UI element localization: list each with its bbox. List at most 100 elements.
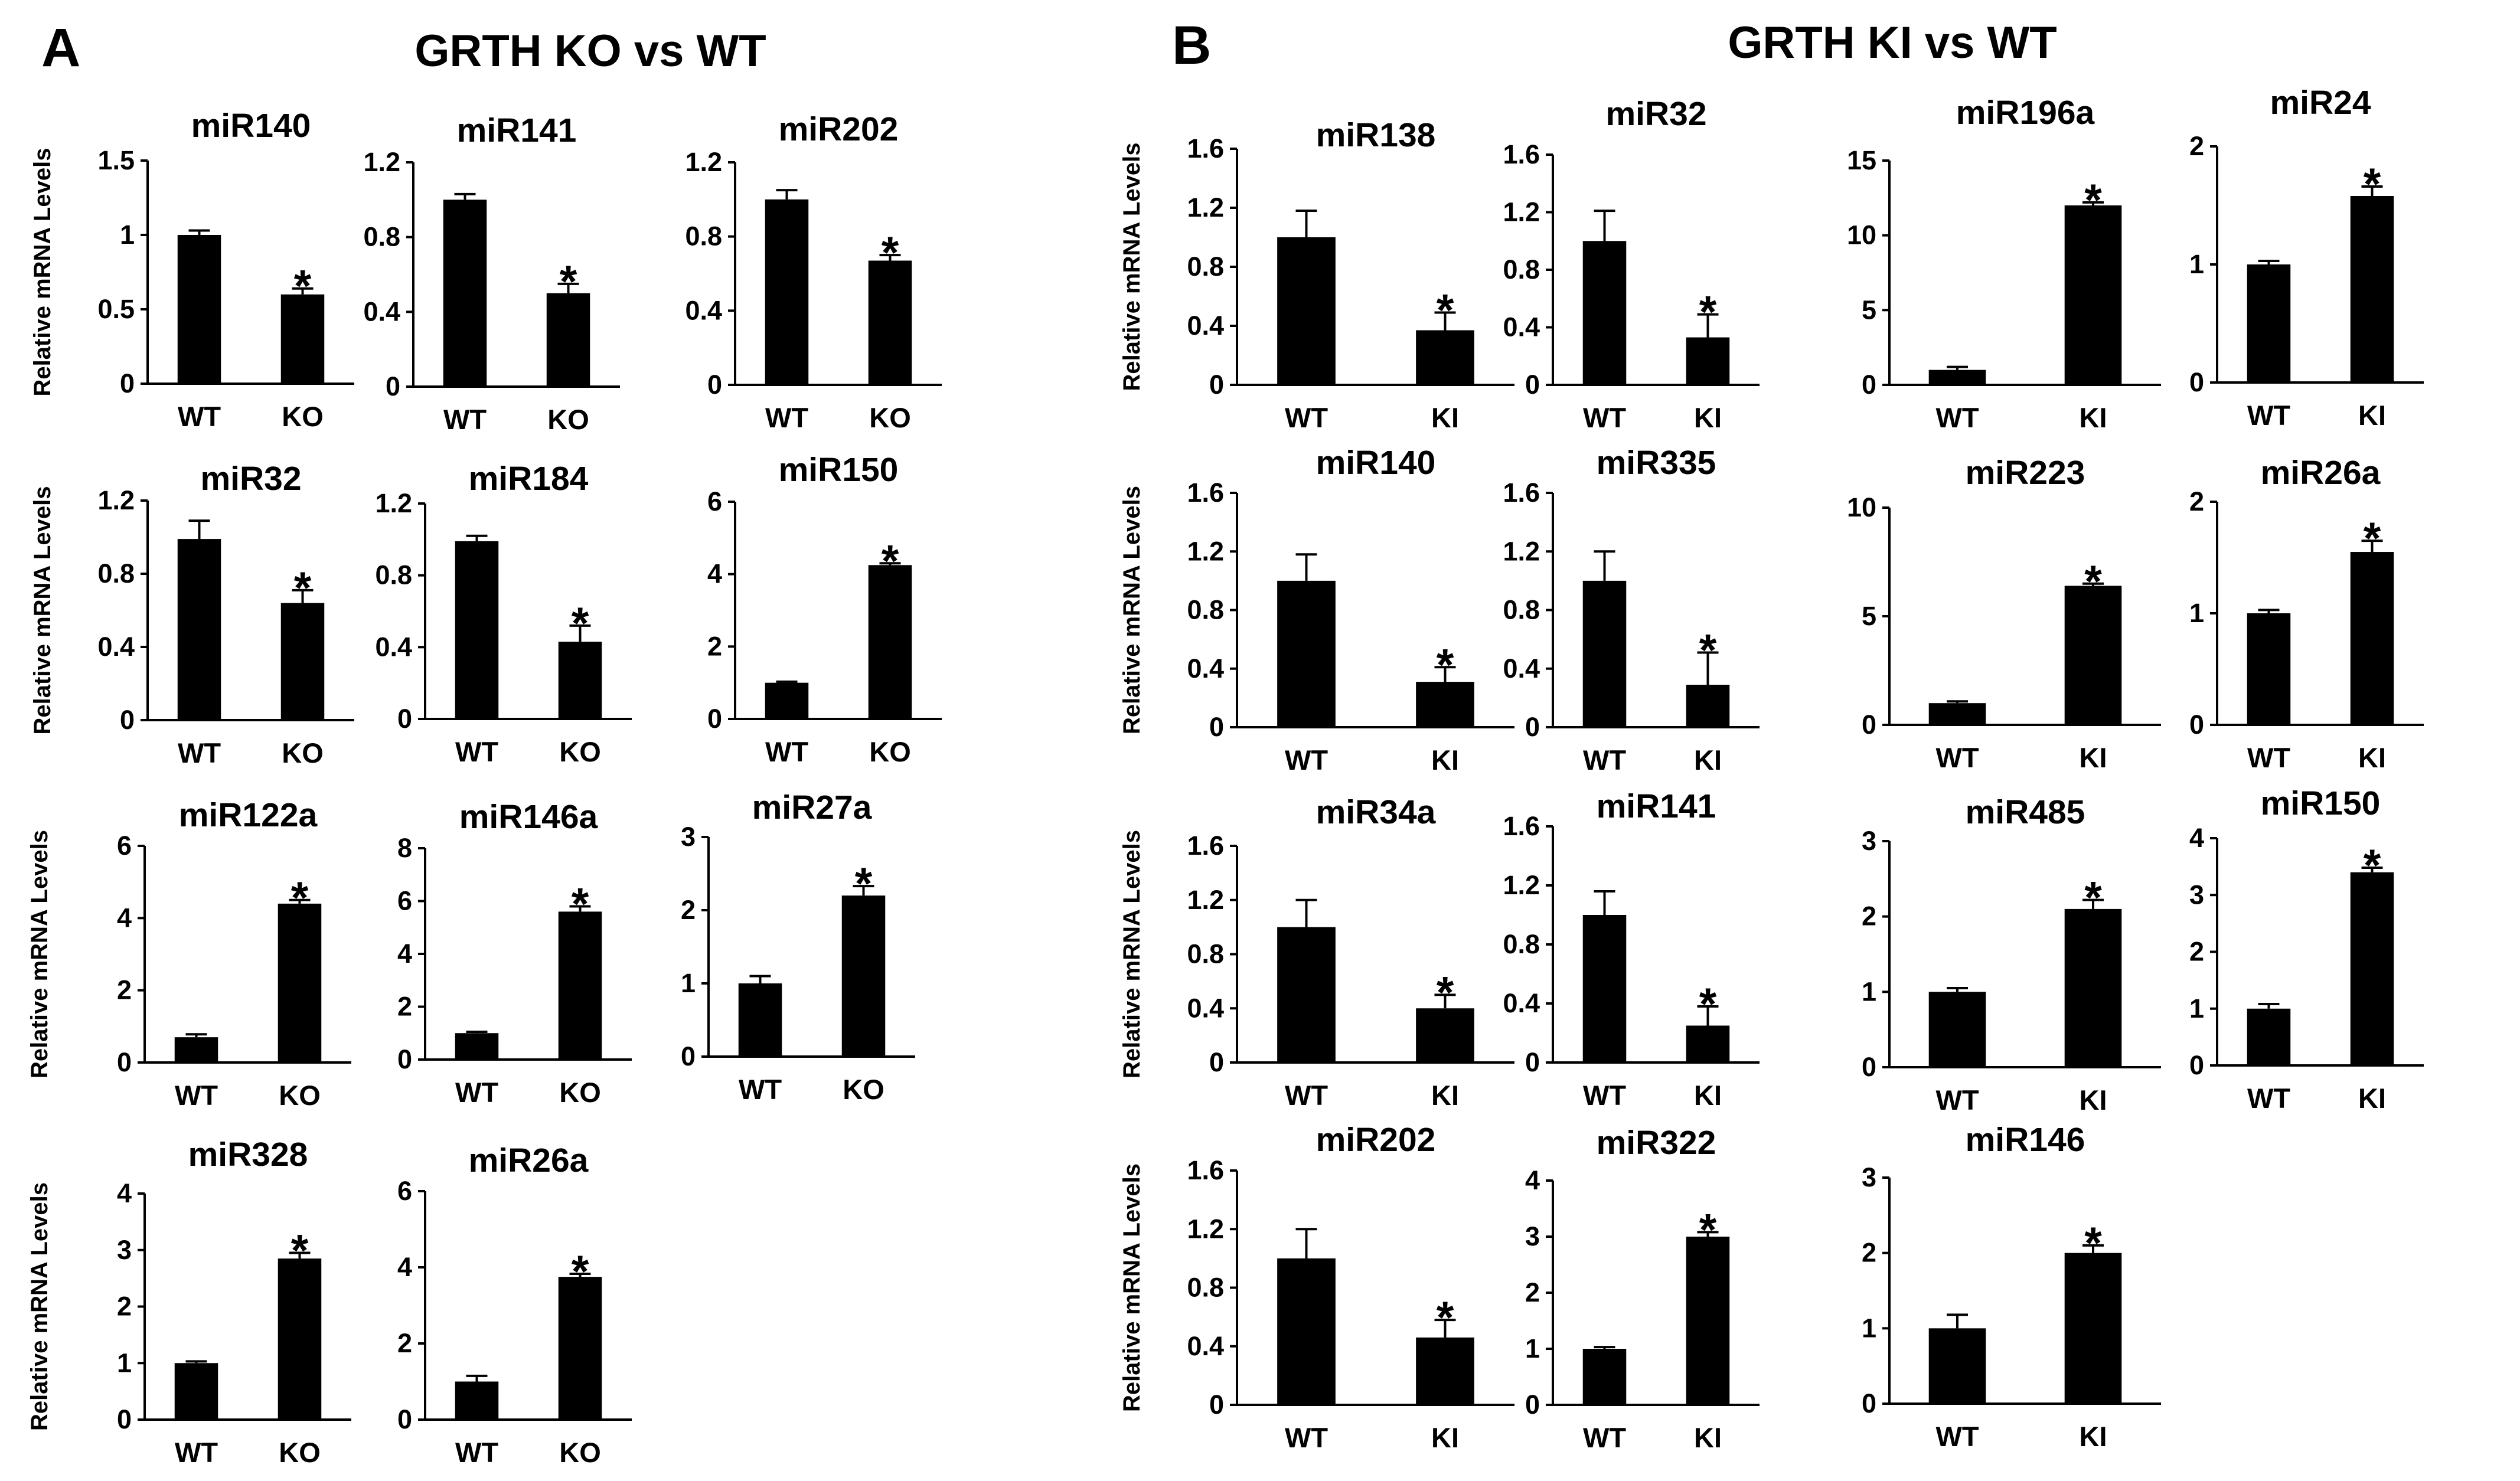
y-tick-label: 10 (1847, 220, 1876, 250)
y-tick-label: 1 (2189, 598, 2204, 628)
chart-b-mir34a: miR34a 0 0.4 0.8 1.2 1.6 Relative mRNA Levels W… (1119, 793, 1514, 1111)
significance-star: * (572, 599, 589, 649)
x-category-label: WT (2247, 400, 2290, 431)
y-tick-label: 1 (120, 220, 135, 250)
chart-a-mir150: miR150 0 2 4 6 WT * KO (707, 451, 942, 767)
y-tick-label: 2 (397, 1328, 412, 1358)
y-tick-label: 1 (117, 1348, 132, 1378)
panel-a-title: GRTH KO vs WT (414, 26, 766, 76)
x-category-label: KI (1694, 744, 1722, 776)
chart-title: miR322 (1597, 1124, 1716, 1162)
x-category-label: WT (1583, 1422, 1626, 1453)
x-category-label: WT (1935, 402, 1979, 433)
x-category-label: WT (175, 1437, 218, 1468)
bar-ko (278, 1258, 322, 1420)
y-tick-label: 0.4 (1187, 1331, 1224, 1361)
y-tick-label: 6 (397, 886, 412, 916)
bar-ki (2064, 205, 2122, 385)
y-tick-label: 0 (1862, 370, 1876, 400)
bar-wt (1928, 1328, 1986, 1404)
x-category-label: WT (455, 1437, 498, 1468)
bar-wt (177, 235, 221, 384)
bar-wt (1277, 1258, 1336, 1405)
x-category-label: KI (1431, 744, 1459, 776)
significance-star: * (1699, 625, 1717, 675)
significance-star: * (294, 563, 312, 613)
x-category-label: WT (455, 736, 498, 767)
significance-star: * (855, 859, 873, 909)
y-tick-label: 1.2 (1503, 536, 1540, 566)
chart-b-mir223: miR223 0 5 10 WT * KI (1847, 454, 2161, 773)
y-tick-label: 0 (1862, 710, 1876, 740)
x-category-label: KO (869, 402, 911, 433)
y-tick-label: 2 (2189, 486, 2204, 516)
bar-ko (558, 642, 602, 719)
chart-a-mir26a: miR26a 0 2 4 6 WT * KO (397, 1142, 632, 1468)
chart-title: miR184 (469, 460, 589, 498)
x-category-label: KI (1694, 1080, 1722, 1111)
chart-a-mir140: miR140 0 0.5 1 1.5 Relative mRNA Levels WT * KO (30, 107, 354, 432)
y-tick-label: 4 (117, 903, 132, 933)
y-tick-label: 10 (1847, 492, 1876, 522)
y-tick-label: 1 (1862, 1313, 1876, 1343)
y-tick-label: 1 (1862, 976, 1876, 1006)
bar-wt (1928, 370, 1986, 385)
bar-wt (1277, 927, 1336, 1062)
y-tick-label: 5 (1862, 295, 1876, 325)
y-tick-label: 0 (397, 1404, 412, 1434)
y-tick-label: 2 (2189, 131, 2204, 161)
y-tick-label: 3 (1862, 1162, 1876, 1192)
bar-wt (1928, 992, 1986, 1067)
x-category-label: WT (765, 736, 808, 767)
bar-ko (280, 603, 325, 720)
x-category-label: KI (2080, 742, 2107, 773)
y-axis-label: Relative mRNA Levels (1119, 830, 1145, 1078)
bar-wt (738, 983, 782, 1057)
y-tick-label: 0 (2189, 1050, 2204, 1080)
chart-b-mir150: miR150 0 1 2 3 4 WT * KI (2189, 784, 2424, 1114)
y-tick-label: 0 (1525, 1390, 1540, 1420)
chart-a-mir27a: miR27a 0 1 2 3 WT * KO (681, 789, 915, 1105)
bar-wt (174, 1363, 218, 1420)
bar-wt (455, 541, 499, 719)
x-category-label: WT (1935, 1421, 1979, 1452)
chart-b-mir485: miR485 0 1 2 3 WT * KI (1862, 793, 2161, 1116)
bar-ko (841, 895, 886, 1057)
chart-title: miR202 (1316, 1121, 1436, 1159)
x-category-label: WT (1935, 1084, 1979, 1116)
y-tick-label: 1 (1525, 1333, 1540, 1364)
bar-ki (2350, 552, 2394, 725)
chart-a-mir32: miR32 0 0.4 0.8 1.2 Relative mRNA Levels WT * KO (30, 460, 354, 769)
bar-wt (1277, 237, 1336, 385)
y-tick-label: 1.5 (97, 145, 135, 175)
x-category-label: KI (2080, 1421, 2107, 1452)
bar-wt (455, 1381, 499, 1420)
chart-b-mir141: miR141 0 0.4 0.8 1.2 1.6 WT * KI (1503, 787, 1760, 1111)
bar-ko (280, 294, 325, 384)
chart-title: miR196a (1956, 94, 2095, 132)
significance-star: * (572, 879, 589, 929)
chart-title: miR122a (179, 796, 318, 834)
significance-star: * (294, 261, 312, 312)
bar-ki (1416, 1008, 1474, 1062)
x-category-label: WT (1583, 744, 1626, 776)
bar-wt (1582, 241, 1627, 385)
x-category-label: KO (843, 1074, 884, 1105)
bar-wt (765, 682, 809, 719)
chart-title: miR485 (1966, 793, 2085, 831)
y-tick-label: 1.2 (1503, 197, 1540, 227)
y-tick-label: 0.4 (1503, 312, 1540, 342)
x-category-label: KI (1431, 1422, 1459, 1453)
x-category-label: WT (2247, 1083, 2290, 1114)
x-category-label: WT (443, 404, 487, 435)
significance-star: * (2364, 514, 2381, 564)
bar-ko (868, 565, 912, 719)
chart-b-mir24: miR24 0 1 2 WT * KI (2189, 84, 2424, 431)
bar-ki (1686, 685, 1730, 727)
y-tick-label: 3 (681, 822, 696, 852)
bar-ki (2064, 586, 2122, 725)
y-tick-label: 1.6 (1187, 1155, 1224, 1185)
panel-a-letter: A (41, 18, 80, 78)
y-tick-label: 0.4 (363, 296, 400, 326)
chart-title: miR26a (469, 1142, 589, 1179)
